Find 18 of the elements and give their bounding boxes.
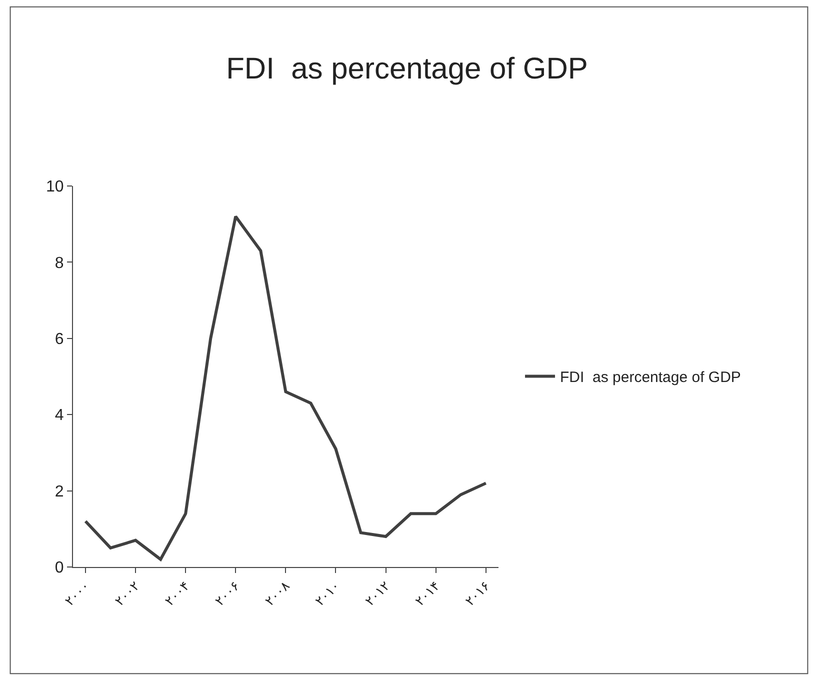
y-tick-label: 8 bbox=[54, 254, 64, 272]
x-tick-label: ۲۰۱۶ bbox=[462, 578, 494, 610]
x-tick-label: ۲۰۱۴ bbox=[412, 578, 444, 610]
x-tick-label: ۲۰۰۶ bbox=[212, 578, 244, 610]
x-tick-label: ۲۰۰۲ bbox=[112, 578, 143, 610]
chart-title: FDI as percentage of GDP bbox=[226, 52, 588, 86]
x-tick-label: ۲۰۰۰ bbox=[62, 578, 93, 610]
y-tick-label: 10 bbox=[46, 178, 64, 196]
x-tick-label: ۲۰۱۲ bbox=[362, 578, 394, 610]
y-tick-label: 2 bbox=[54, 483, 64, 500]
legend-label: FDI as percentage of GDP bbox=[560, 369, 741, 386]
x-tick-label: ۲۰۰۴ bbox=[162, 578, 194, 610]
x-tick-label: ۲۰۱۰ bbox=[312, 578, 344, 610]
y-tick-label: 0 bbox=[54, 560, 64, 577]
y-tick-label: 6 bbox=[54, 331, 64, 348]
line-series bbox=[84, 214, 488, 561]
y-tick-label: 4 bbox=[54, 407, 64, 424]
x-tick-label: ۲۰۰۸ bbox=[262, 578, 294, 610]
